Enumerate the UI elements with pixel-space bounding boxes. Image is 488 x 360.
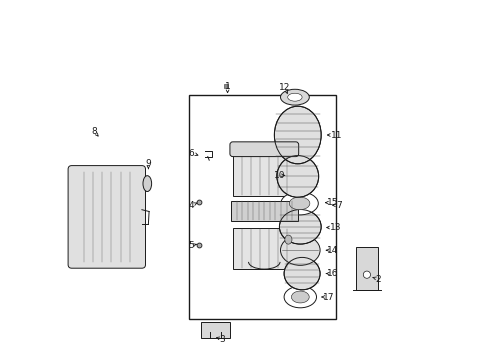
Bar (232, 228, 295, 269)
Ellipse shape (274, 106, 321, 164)
Ellipse shape (289, 197, 309, 210)
Ellipse shape (280, 89, 309, 105)
Text: 11: 11 (330, 130, 341, 139)
Bar (201, 322, 230, 338)
FancyBboxPatch shape (68, 166, 145, 268)
Ellipse shape (142, 176, 151, 192)
Ellipse shape (280, 192, 318, 215)
Text: 15: 15 (326, 198, 338, 207)
Text: 3: 3 (219, 335, 224, 343)
Ellipse shape (285, 235, 291, 244)
Text: 9: 9 (145, 159, 151, 168)
Text: 5: 5 (188, 241, 194, 250)
Bar (355, 247, 377, 290)
Text: 12: 12 (279, 83, 290, 91)
Ellipse shape (291, 291, 308, 303)
Text: 14: 14 (326, 246, 338, 255)
Bar (188, 95, 336, 319)
Bar (230, 201, 297, 220)
Text: 4: 4 (188, 201, 194, 210)
Text: 2: 2 (374, 274, 380, 284)
Text: 1: 1 (224, 82, 230, 91)
Ellipse shape (276, 156, 318, 197)
Ellipse shape (363, 271, 370, 278)
Text: 16: 16 (326, 269, 338, 278)
Bar (232, 149, 295, 196)
Text: 6: 6 (188, 149, 194, 158)
FancyBboxPatch shape (229, 142, 298, 157)
Text: 10: 10 (273, 171, 285, 180)
Text: 17: 17 (323, 292, 334, 302)
Text: 13: 13 (329, 223, 340, 232)
Ellipse shape (284, 286, 316, 308)
Ellipse shape (280, 235, 320, 265)
Text: 7: 7 (335, 201, 341, 210)
Text: 8: 8 (91, 127, 97, 136)
Ellipse shape (284, 257, 320, 290)
Ellipse shape (279, 210, 321, 244)
Ellipse shape (287, 93, 302, 101)
